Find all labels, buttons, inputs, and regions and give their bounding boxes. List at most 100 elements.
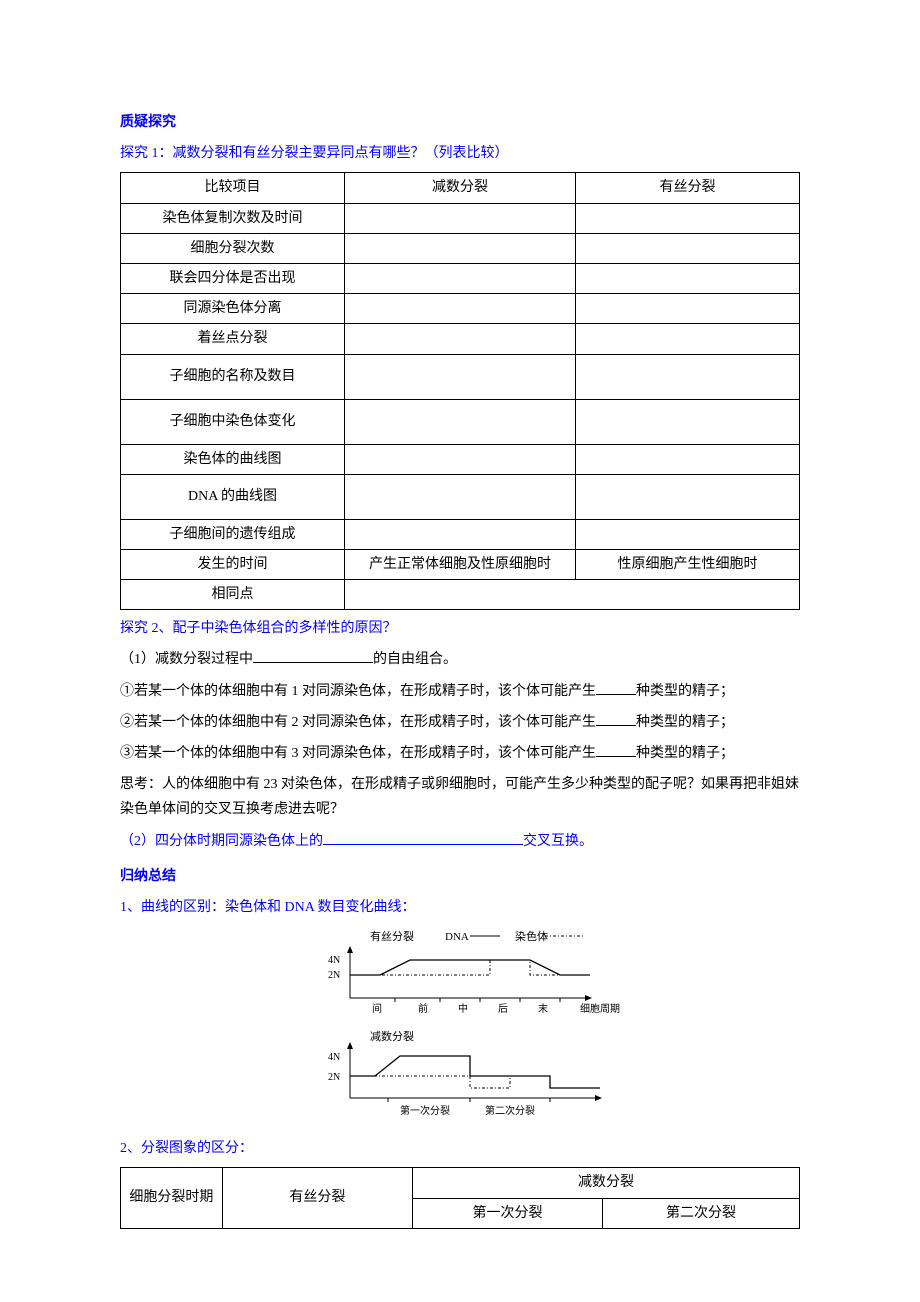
top-chr-line	[350, 960, 590, 975]
inquiry2-li2: ②若某一个体的体细胞中有 2 对同源染色体，在形成精子时，该个体可能产生 种类型的…	[120, 710, 800, 735]
cell-meiosis: 减数分裂	[412, 1168, 799, 1198]
row-cell	[575, 399, 799, 444]
li1-pre: ①若某一个体的体细胞中有 1 对同源染色体，在形成精子时，该个体可能产生	[120, 684, 596, 699]
row-cell	[345, 519, 576, 549]
row-cell	[575, 203, 799, 233]
row-label: 染色体复制次数及时间	[121, 203, 345, 233]
p2-post: 交叉互换。	[523, 834, 593, 849]
blank-field[interactable]	[253, 648, 373, 663]
table-row: 染色体复制次数及时间	[121, 203, 800, 233]
row-cell	[575, 233, 799, 263]
li2-pre: ②若某一个体的体细胞中有 2 对同源染色体，在形成精子时，该个体可能产生	[120, 715, 596, 730]
row-label: DNA 的曲线图	[121, 474, 345, 519]
row-cell	[345, 580, 800, 610]
row-cell	[345, 203, 576, 233]
division-charts-svg: 有丝分裂 DNA 染色体 4N 2N 间 前 中 后 末 细胞周期	[300, 928, 620, 1128]
row-cell	[575, 324, 799, 354]
cell-second-div: 第二次分裂	[603, 1198, 800, 1228]
inquiry1-text: 探究 1：减数分裂和有丝分裂主要异同点有哪些？（列表比较）	[120, 141, 800, 166]
legend-chr-label: 染色体	[515, 929, 548, 943]
bottom-x-arrow-icon	[595, 1095, 602, 1101]
th-mitosis: 有丝分裂	[575, 173, 799, 203]
inquiry2-li3: ③若某一个体的体细胞中有 3 对同源染色体，在形成精子时，该个体可能产生 种类型的…	[120, 741, 800, 766]
row-cell	[345, 324, 576, 354]
table-header-row: 比较项目 减数分裂 有丝分裂	[121, 173, 800, 203]
bottom-chart-title: 减数分裂	[370, 1030, 414, 1043]
table-row: DNA 的曲线图	[121, 474, 800, 519]
inquiry2-heading: 探究 2、配子中染色体组合的多样性的原因？	[120, 616, 800, 641]
row-cell: 性原细胞产生性细胞时	[575, 549, 799, 579]
top-xlabel: 细胞周期	[580, 1002, 620, 1015]
p1-pre: （1）减数分裂过程中	[120, 652, 253, 667]
top-y-arrow-icon	[347, 946, 353, 953]
bottom-chr-line	[350, 1076, 600, 1088]
inquiry2-think: 思考：人的体细胞中有 23 对染色体，在形成精子或卵细胞时，可能产生多少种类型的…	[120, 772, 800, 822]
top-chart-title: 有丝分裂	[370, 929, 414, 943]
row-cell	[345, 294, 576, 324]
blank-field[interactable]	[596, 711, 636, 726]
summary-line1: 1、曲线的区别：染色体和 DNA 数目变化曲线：	[120, 895, 800, 920]
bottom-dna-line	[350, 1056, 600, 1088]
top-x-arrow-icon	[585, 995, 592, 1001]
inquiry2-li1: ①若某一个体的体细胞中有 1 对同源染色体，在形成精子时，该个体可能产生种类型的…	[120, 679, 800, 704]
table-row: 子细胞间的遗传组成	[121, 519, 800, 549]
bottom-xgroup2: 第二次分裂	[485, 1104, 535, 1117]
cell-period: 细胞分裂时期	[121, 1168, 223, 1228]
row-cell	[575, 444, 799, 474]
li2-post: 种类型的精子；	[636, 715, 734, 730]
table-row: 相同点	[121, 580, 800, 610]
charts-container: 有丝分裂 DNA 染色体 4N 2N 间 前 中 后 末 细胞周期	[120, 928, 800, 1128]
row-cell	[575, 354, 799, 399]
table-row: 细胞分裂次数	[121, 233, 800, 263]
row-cell	[345, 444, 576, 474]
row-label: 联会四分体是否出现	[121, 263, 345, 293]
row-cell	[345, 263, 576, 293]
table-row: 细胞分裂时期 有丝分裂 减数分裂	[121, 1168, 800, 1198]
table-row: 发生的时间产生正常体细胞及性原细胞时性原细胞产生性细胞时	[121, 549, 800, 579]
table-row: 子细胞中染色体变化	[121, 399, 800, 444]
cell-mitosis: 有丝分裂	[222, 1168, 412, 1228]
heading-inquiry: 质疑探究	[120, 110, 800, 135]
p2-pre: （2）四分体时期同源染色体上的	[120, 834, 323, 849]
top-xtick: 间	[372, 1002, 382, 1015]
row-cell	[345, 354, 576, 399]
top-xtick: 后	[498, 1003, 508, 1015]
row-cell	[575, 474, 799, 519]
row-label: 染色体的曲线图	[121, 444, 345, 474]
cell-first-div: 第一次分裂	[412, 1198, 602, 1228]
row-cell	[345, 233, 576, 263]
top-xtick: 前	[418, 1002, 428, 1015]
blank-field[interactable]	[323, 830, 523, 845]
row-cell	[575, 519, 799, 549]
table-row: 染色体的曲线图	[121, 444, 800, 474]
row-label: 同源染色体分离	[121, 294, 345, 324]
li3-post: 种类型的精子；	[636, 746, 734, 761]
phase-table: 细胞分裂时期 有丝分裂 减数分裂 第一次分裂 第二次分裂	[120, 1167, 800, 1228]
row-cell: 产生正常体细胞及性原细胞时	[345, 549, 576, 579]
bottom-xgroup1: 第一次分裂	[400, 1104, 450, 1117]
comparison-table: 比较项目 减数分裂 有丝分裂 染色体复制次数及时间细胞分裂次数联会四分体是否出现…	[120, 172, 800, 610]
blank-field[interactable]	[596, 742, 636, 757]
blank-field[interactable]	[596, 680, 636, 695]
bottom-y-arrow-icon	[347, 1042, 353, 1049]
row-cell	[345, 474, 576, 519]
heading-summary: 归纳总结	[120, 864, 800, 889]
row-label: 子细胞间的遗传组成	[121, 519, 345, 549]
row-label: 子细胞中染色体变化	[121, 399, 345, 444]
li3-pre: ③若某一个体的体细胞中有 3 对同源染色体，在形成精子时，该个体可能产生	[120, 746, 596, 761]
top-ytick-2n: 2N	[328, 970, 340, 981]
top-dna-line	[350, 960, 590, 975]
summary-line2: 2、分裂图象的区分：	[120, 1136, 800, 1161]
inquiry2-p2: （2）四分体时期同源染色体上的 交叉互换。	[120, 829, 800, 854]
bottom-ytick-4n: 4N	[328, 1052, 340, 1063]
row-label: 相同点	[121, 580, 345, 610]
table-row: 着丝点分裂	[121, 324, 800, 354]
inquiry2-p1: （1）减数分裂过程中的自由组合。	[120, 647, 800, 672]
th-meiosis: 减数分裂	[345, 173, 576, 203]
legend-dna-label: DNA	[445, 931, 469, 943]
table-row: 同源染色体分离	[121, 294, 800, 324]
row-cell	[575, 294, 799, 324]
top-xtick: 末	[538, 1002, 548, 1015]
row-label: 子细胞的名称及数目	[121, 354, 345, 399]
row-label: 细胞分裂次数	[121, 233, 345, 263]
